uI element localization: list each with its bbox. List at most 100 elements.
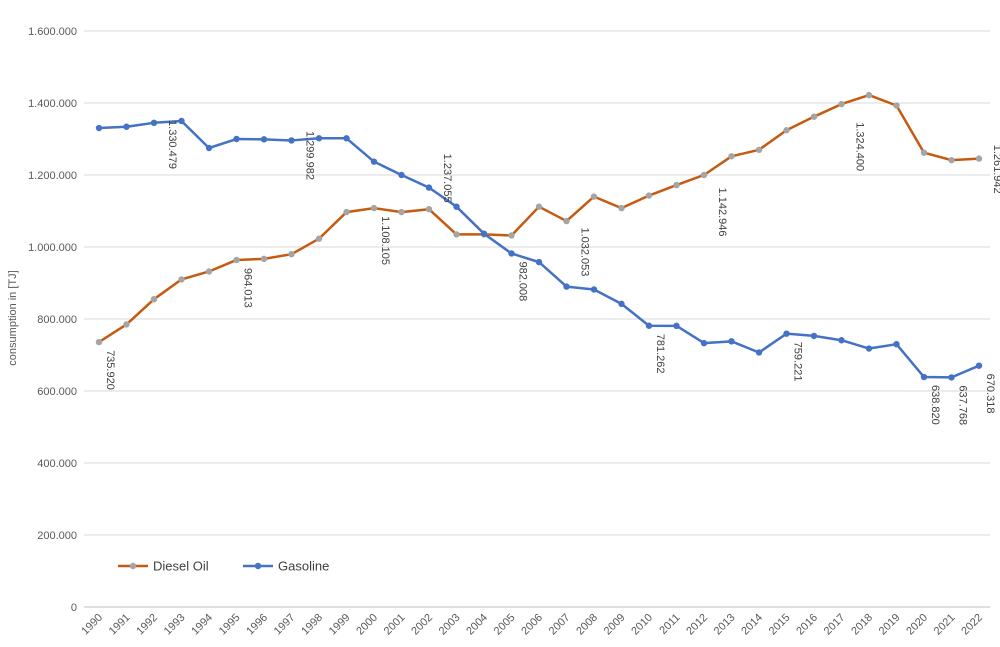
data-point	[508, 232, 515, 239]
data-label: 1.108.105	[379, 216, 391, 265]
y-tick-label: 200.000	[37, 530, 77, 542]
data-point	[755, 349, 763, 356]
data-point	[535, 258, 543, 266]
data-point	[810, 332, 818, 340]
data-point	[370, 204, 378, 212]
data-label: 735.920	[104, 350, 116, 390]
data-point	[948, 374, 955, 381]
y-tick-label: 1.000.000	[28, 242, 77, 254]
data-point	[700, 171, 708, 179]
data-point	[755, 146, 763, 153]
data-point	[590, 286, 598, 293]
series-gasoline	[95, 117, 983, 381]
y-axis-title: consumption in [TJ]	[7, 270, 19, 365]
data-point	[343, 208, 350, 216]
data-point	[590, 193, 598, 200]
data-point	[563, 283, 570, 290]
data-label: 1.142.946	[716, 188, 728, 237]
legend-swatch-marker	[254, 562, 262, 570]
data-label: 638.820	[929, 385, 941, 425]
y-tick-label: 600.000	[37, 386, 77, 398]
data-point	[123, 123, 130, 130]
y-tick-label: 400.000	[37, 458, 77, 470]
data-point	[123, 321, 130, 328]
y-axis-tick-labels: 0 200.000 400.000 600.000 800.000 1.000.000 1.…	[28, 26, 77, 614]
data-point	[178, 276, 185, 283]
data-point	[150, 119, 158, 127]
data-labels-layer: 735.920 964.013 1.108.105 1.032.053 1.142.94…	[104, 120, 1000, 425]
data-point	[920, 373, 928, 381]
data-point	[508, 250, 515, 257]
data-point	[893, 102, 900, 109]
data-point	[865, 345, 873, 352]
y-tick-label: 800.000	[37, 314, 77, 326]
legend: Diesel Oil Gasoline	[118, 559, 329, 574]
y-tick-label: 1.600.000	[28, 26, 77, 38]
data-label: 637.768	[957, 385, 969, 425]
data-point	[975, 362, 983, 369]
data-point	[480, 230, 488, 237]
data-label: 1.261.942	[991, 145, 1000, 194]
data-point	[315, 135, 323, 142]
data-label: 1.324.400	[854, 122, 866, 171]
data-point	[343, 135, 350, 142]
data-point	[205, 268, 213, 275]
data-point	[728, 153, 735, 160]
data-point	[645, 192, 653, 199]
data-point	[563, 217, 570, 225]
data-point	[673, 322, 680, 330]
gridlines	[84, 30, 990, 608]
data-point	[205, 144, 213, 152]
data-point	[618, 204, 625, 212]
data-point	[535, 203, 543, 210]
legend-label: Diesel Oil	[153, 559, 209, 574]
data-point	[398, 208, 405, 216]
data-point	[233, 135, 240, 143]
data-point	[260, 255, 268, 263]
data-point	[453, 231, 460, 238]
data-label: 670.318	[984, 374, 996, 414]
data-point	[893, 341, 900, 348]
series-layer	[95, 91, 983, 381]
data-point	[260, 136, 268, 143]
data-point	[810, 113, 818, 120]
data-point	[700, 339, 708, 347]
series-diesel-oil	[95, 91, 983, 346]
data-point	[288, 251, 295, 258]
data-point	[783, 127, 790, 134]
legend-label: Gasoline	[278, 559, 329, 574]
data-point	[975, 155, 983, 162]
data-label: 1.237.055	[441, 154, 453, 203]
data-label: 964.013	[242, 268, 254, 308]
data-point	[865, 91, 873, 99]
data-point	[370, 158, 378, 165]
data-point	[645, 322, 653, 329]
legend-swatch-marker	[129, 562, 137, 570]
data-point	[948, 156, 955, 164]
data-point	[783, 330, 790, 337]
y-tick-label: 0	[71, 602, 77, 614]
data-point	[838, 100, 845, 108]
data-point	[95, 338, 103, 346]
data-point	[150, 296, 158, 303]
data-point	[673, 181, 680, 189]
y-tick-label: 1.400.000	[28, 98, 77, 110]
data-label: 1.032.053	[579, 227, 591, 276]
data-point	[453, 203, 460, 210]
data-point	[425, 206, 433, 213]
data-label: 781.262	[654, 334, 666, 374]
data-point	[398, 171, 405, 179]
data-point	[618, 300, 625, 308]
data-label: 982.008	[517, 261, 529, 301]
data-label: 759.221	[792, 342, 804, 382]
data-point	[728, 338, 735, 345]
data-label: 1.299.982	[304, 131, 316, 180]
data-point	[425, 184, 433, 191]
data-point	[178, 117, 185, 125]
data-point	[315, 235, 323, 242]
data-point	[233, 256, 240, 264]
data-point	[288, 137, 295, 144]
y-tick-label: 1.200.000	[28, 170, 77, 182]
